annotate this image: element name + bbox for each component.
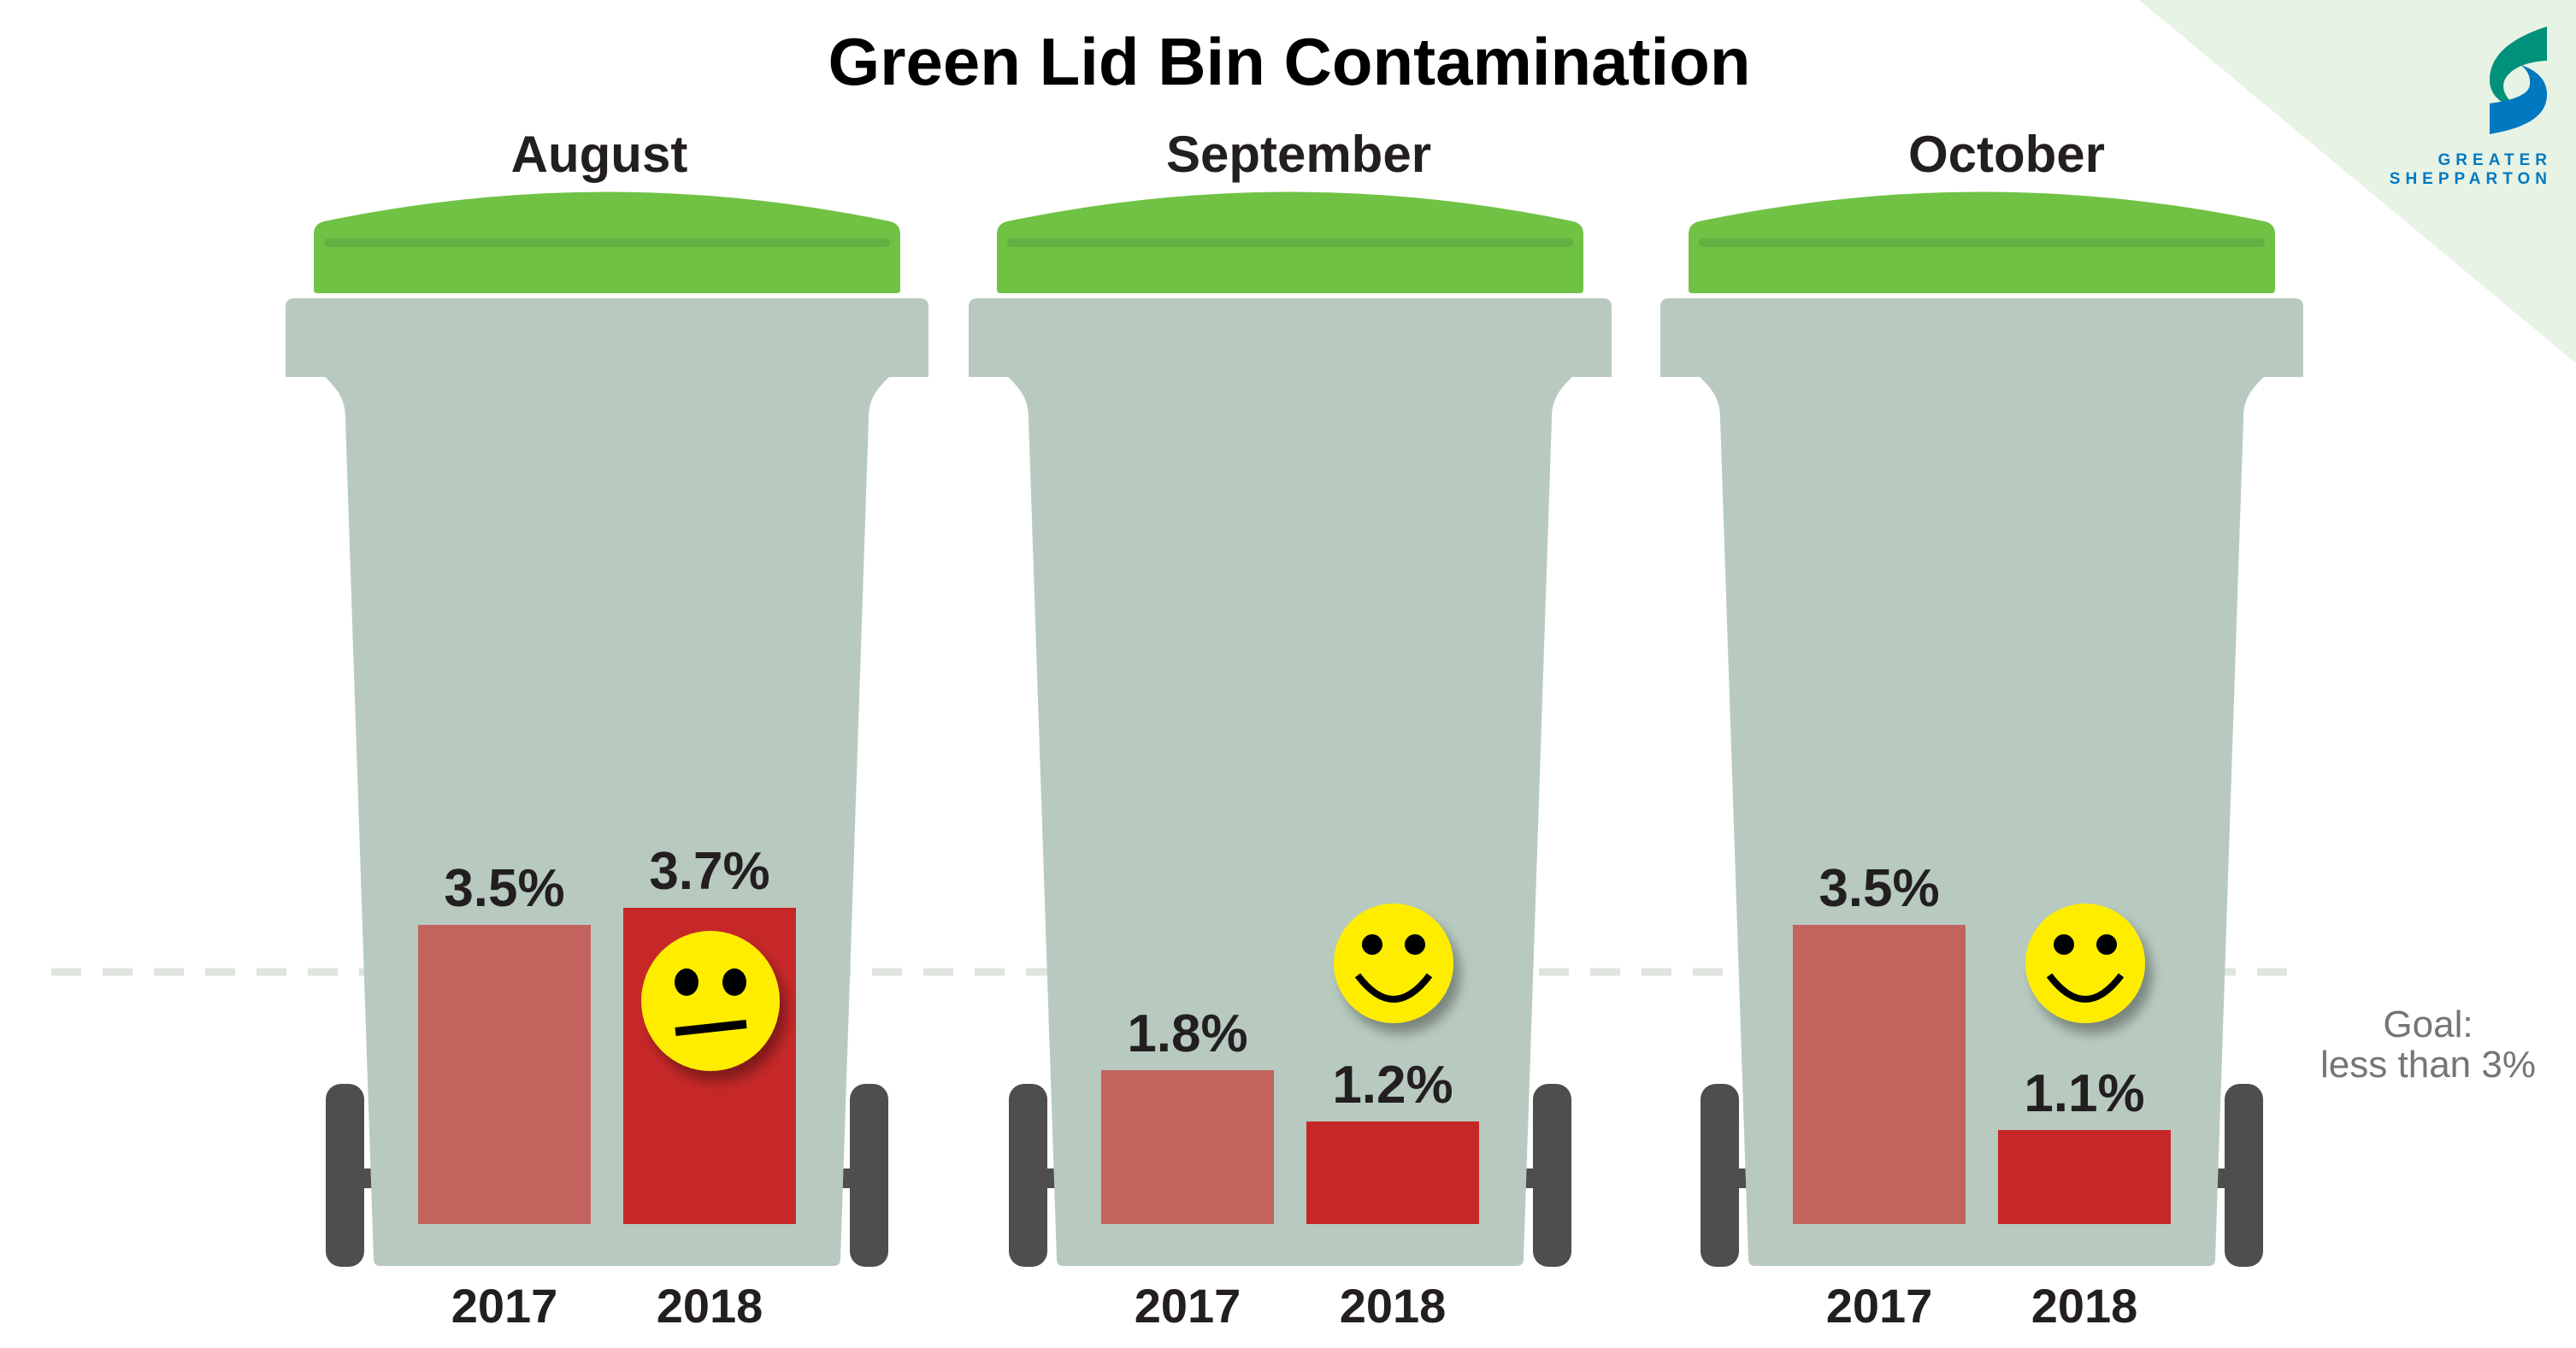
bin-september: September 1.8% 2017 1.2% 2018	[969, 126, 1612, 1333]
face-eye	[2054, 934, 2074, 955]
year-label: 2018	[657, 1279, 763, 1333]
face-smile	[2046, 973, 2125, 1003]
face-circle	[2025, 904, 2145, 1023]
logo-s-bottom-icon	[2490, 65, 2548, 134]
value-label: 3.7%	[649, 842, 769, 901]
month-label: August	[511, 126, 688, 183]
greater-shepparton-logo: GREATER SHEPPARTON	[2390, 26, 2552, 188]
face-eye	[722, 968, 746, 996]
logo-text-line1: GREATER	[2438, 151, 2552, 169]
happy-face-icon	[1334, 904, 1453, 1023]
month-label: October	[1908, 126, 2105, 183]
value-label: 1.8%	[1127, 1004, 1247, 1063]
right-wheel-icon	[1533, 1084, 1571, 1267]
lid-stripe	[1699, 238, 2265, 247]
face-circle	[1334, 904, 1453, 1023]
goal-label-line2: less than 3%	[2320, 1044, 2536, 1086]
bin-body	[1008, 377, 1572, 1266]
year-label: 2018	[2031, 1279, 2138, 1333]
bar-2017	[1793, 925, 1966, 1224]
goal-label-line1: Goal:	[2383, 1004, 2473, 1045]
left-wheel-icon	[1701, 1084, 1739, 1267]
bin-rim	[1660, 298, 2303, 377]
neutral-face-icon	[641, 931, 780, 1071]
bin-body	[1700, 377, 2264, 1266]
bin-rim	[969, 298, 1612, 377]
bins-layer: August 3.5% 2017 3.7% 2018 September 1.8% 2017 1…	[286, 126, 2303, 1333]
bar-2017	[1101, 1070, 1274, 1224]
month-label: September	[1166, 126, 1431, 183]
year-label: 2017	[451, 1279, 558, 1333]
face-eye	[1405, 934, 1425, 955]
goal-annotation: Goal: less than 3%	[2320, 1004, 2536, 1086]
year-label: 2017	[1826, 1279, 1933, 1333]
face-mouth	[675, 1020, 747, 1036]
bar-2018	[1306, 1121, 1479, 1224]
lid-stripe	[324, 238, 890, 247]
corner-background	[2139, 0, 2576, 363]
face-eye	[2096, 934, 2117, 955]
logo-s-top-icon	[2489, 26, 2547, 109]
value-label: 3.5%	[444, 859, 564, 918]
happy-face-icon	[2025, 904, 2145, 1023]
face-eye	[1362, 934, 1382, 955]
chart-title: Green Lid Bin Contamination	[828, 24, 1750, 99]
year-label: 2018	[1340, 1279, 1447, 1333]
value-label: 3.5%	[1819, 859, 1939, 918]
left-wheel-icon	[326, 1084, 364, 1267]
bin-october: October 3.5% 2017 1.1% 2018	[1660, 126, 2303, 1333]
right-wheel-icon	[850, 1084, 888, 1267]
right-wheel-icon	[2225, 1084, 2263, 1267]
face-smile	[1354, 973, 1433, 1003]
value-label: 1.2%	[1332, 1056, 1453, 1115]
lid-stripe	[1007, 238, 1573, 247]
bar-2018	[1998, 1130, 2171, 1224]
left-wheel-icon	[1009, 1084, 1047, 1267]
bin-august: August 3.5% 2017 3.7% 2018	[286, 126, 928, 1333]
face-circle	[641, 931, 780, 1071]
value-label: 1.1%	[2024, 1064, 2144, 1123]
face-eye	[675, 968, 699, 996]
bar-2017	[418, 925, 591, 1224]
bin-body	[325, 377, 889, 1266]
logo-text-line2: SHEPPARTON	[2390, 170, 2552, 188]
bin-rim	[286, 298, 928, 377]
year-label: 2017	[1135, 1279, 1241, 1333]
